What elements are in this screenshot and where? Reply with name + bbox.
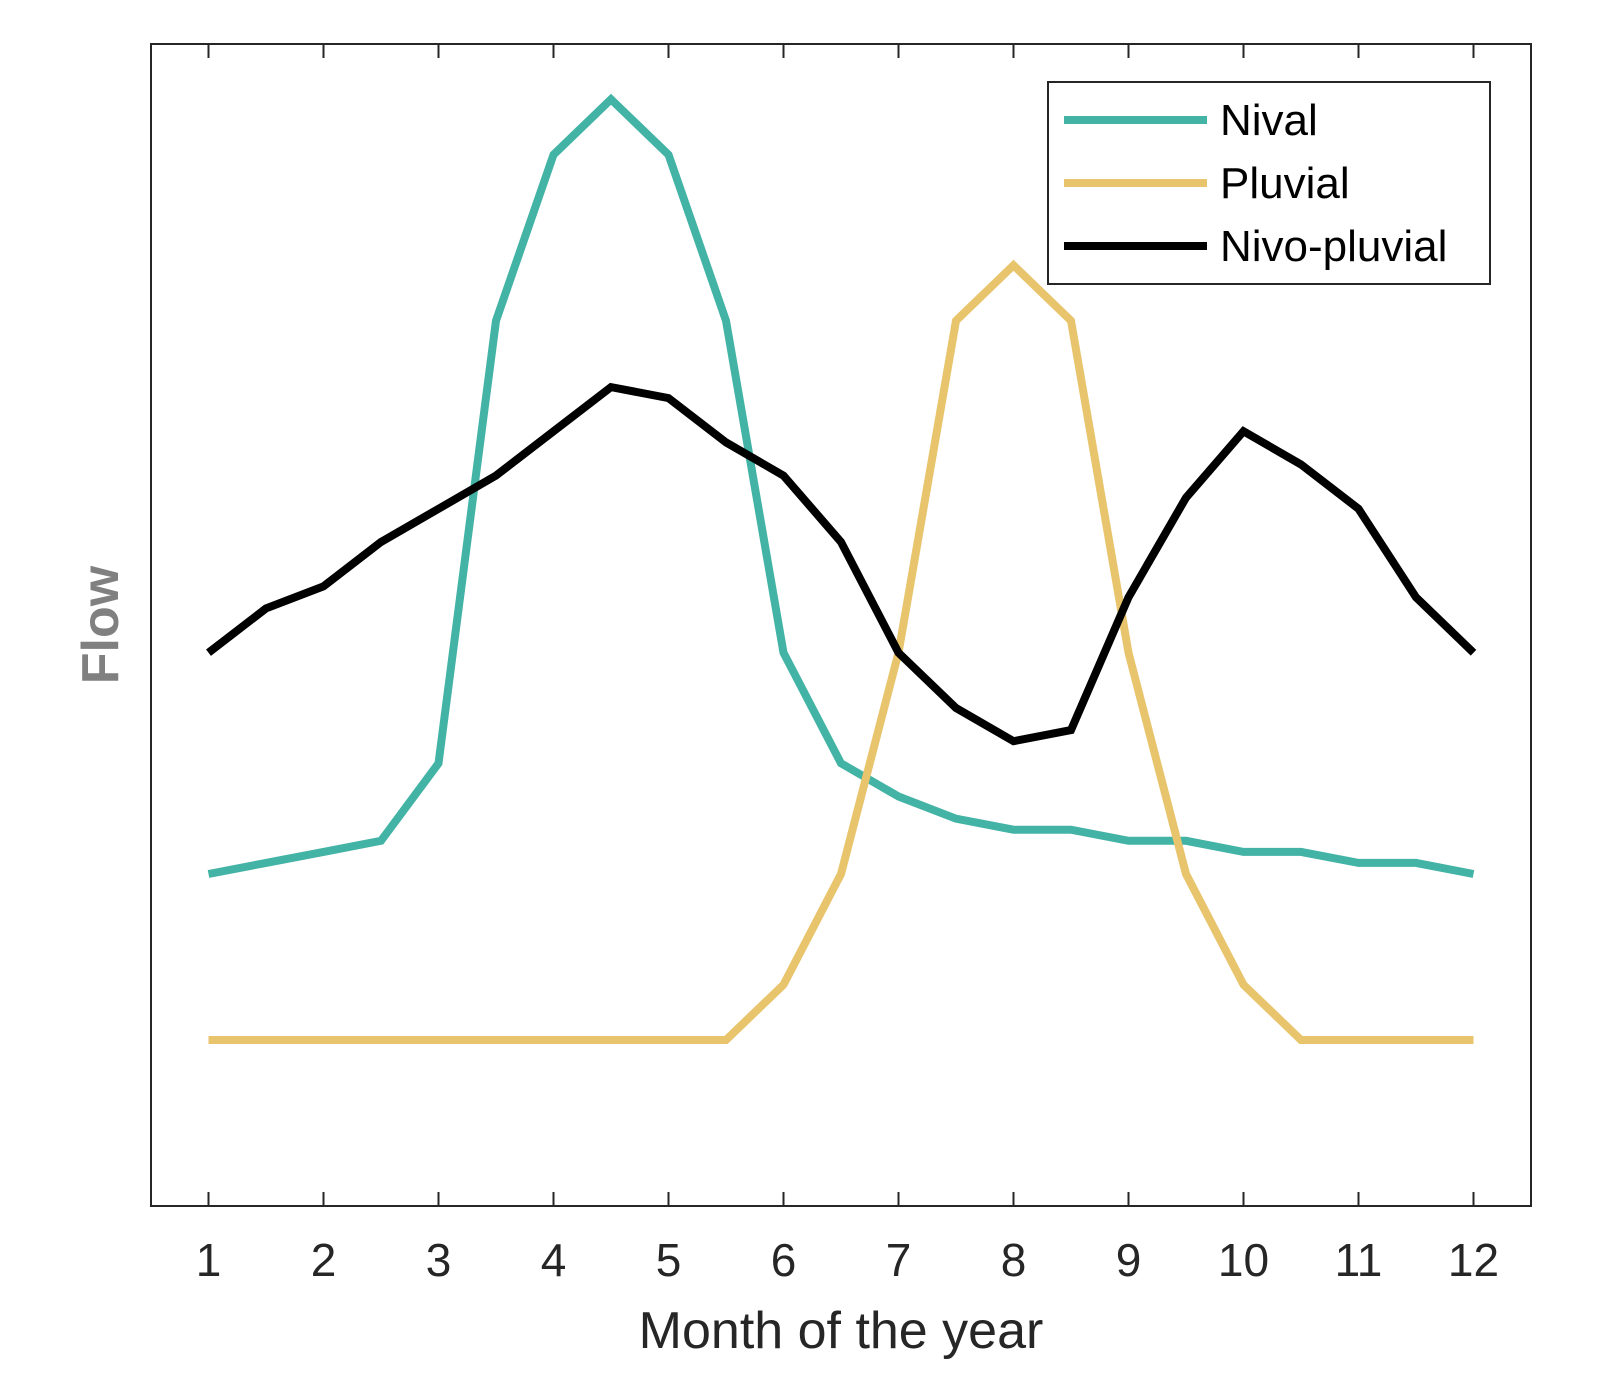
series-lines bbox=[206, 93, 1477, 1044]
x-axis-ticks bbox=[207, 44, 1475, 1206]
x-tick-label-5: 5 bbox=[656, 1234, 682, 1286]
legend-label-pluvial: Pluvial bbox=[1220, 159, 1350, 208]
x-axis-tick-labels: 1 2 3 4 5 6 7 8 9 10 11 12 bbox=[196, 1234, 1499, 1286]
legend: Nival Pluvial Nivo-pluvial bbox=[1047, 81, 1491, 285]
x-tick-label-11: 11 bbox=[1335, 1234, 1383, 1286]
x-tick-label-6: 6 bbox=[771, 1234, 797, 1286]
x-tick-label-8: 8 bbox=[1001, 1234, 1027, 1286]
x-tick-label-3: 3 bbox=[426, 1234, 452, 1286]
legend-label-nival: Nival bbox=[1220, 96, 1318, 145]
x-tick-label-4: 4 bbox=[541, 1234, 567, 1286]
legend-label-nivo-pluvial: Nivo-pluvial bbox=[1220, 222, 1447, 271]
legend-entry-pluvial: Pluvial bbox=[1064, 159, 1350, 208]
x-tick-label-7: 7 bbox=[886, 1234, 912, 1286]
x-tick-label-1: 1 bbox=[196, 1234, 222, 1286]
x-tick-label-10: 10 bbox=[1218, 1234, 1269, 1286]
series-line-nival bbox=[207, 93, 1475, 878]
legend-entry-nival: Nival bbox=[1064, 96, 1318, 145]
x-tick-label-12: 12 bbox=[1448, 1234, 1499, 1286]
y-axis-title: Flow bbox=[72, 565, 130, 684]
x-tick-label-9: 9 bbox=[1116, 1234, 1142, 1286]
x-axis-title: Month of the year bbox=[639, 1302, 1044, 1360]
legend-entry-nivo-pluvial: Nivo-pluvial bbox=[1064, 222, 1447, 271]
series-line-nivo-pluvial bbox=[206, 382, 1477, 746]
x-tick-label-2: 2 bbox=[311, 1234, 337, 1286]
series-line-pluvial bbox=[208, 259, 1474, 1044]
